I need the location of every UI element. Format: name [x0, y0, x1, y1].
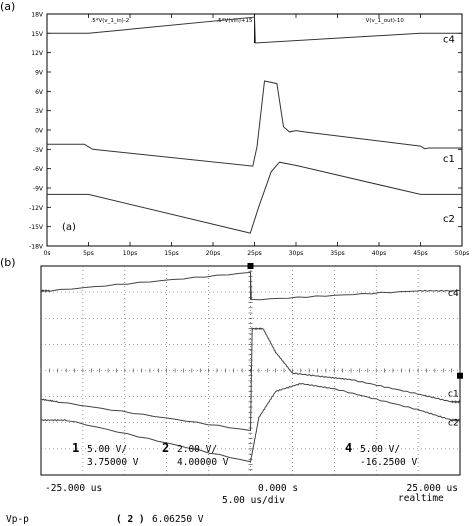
channel-offset-2: 4.00000 V: [177, 457, 229, 468]
series-label-c4: c4: [448, 289, 459, 299]
x-tick-label: 45ps: [413, 250, 428, 256]
measurement-value: 6.06250 V: [152, 514, 204, 525]
chart-b: c4 c1 c2 1 5.00 V/3.75000 V 2 2.00 V/4.00000 V…: [6, 263, 463, 525]
panel-a-label: (a): [0, 0, 16, 13]
y-tick-label: -9V: [33, 186, 44, 193]
timebase-readout: 5.00 us/div: [222, 495, 285, 506]
trigger-marker-top: [247, 263, 254, 269]
x-tick-label: 15ps: [164, 250, 179, 256]
y-tick-label: 15V: [31, 31, 44, 38]
x-tick-label: 50ps: [455, 250, 470, 256]
chart-a: 18V 15V 12V 9V 6V 3V 0V -3V -6V -9V -12V -15V -18V0s…: [29, 12, 470, 257]
series-label-c1: c1: [443, 154, 455, 165]
channel-scale-1: 5.00 V/: [87, 444, 127, 455]
probe-label: .5*V(v_1_in)-2: [91, 18, 130, 24]
channel-scale-4: 5.00 V/: [360, 444, 400, 455]
probe-label: .5*V(vin)+15: [217, 18, 253, 24]
channel-number-4: 4: [345, 441, 352, 455]
x-tick-label: 30ps: [289, 250, 304, 256]
series-line-c2: [47, 161, 462, 234]
y-tick-label: 3V: [35, 108, 44, 115]
y-tick-label: 18V: [31, 12, 44, 19]
x-tick-label: 0s: [44, 250, 51, 256]
series-line-c1: [47, 80, 462, 167]
channel-offset-4: -16.2500 V: [360, 457, 417, 468]
series-label-c2: c2: [443, 214, 455, 225]
series-label-c1: c1: [448, 390, 459, 400]
x-label-center: 0.000 s: [258, 483, 298, 494]
channel-scale-2: 2.00 V/: [177, 444, 217, 455]
y-tick-label: -12V: [29, 205, 44, 212]
level-marker-right: [457, 372, 463, 379]
x-tick-label: 5ps: [83, 250, 94, 256]
x-tick-label: 35ps: [330, 250, 345, 256]
y-tick-label: 6V: [35, 89, 44, 96]
x-label-right: 25.000 us: [407, 483, 458, 494]
probe-label: V(v_1_out)-10: [366, 18, 405, 24]
y-tick-label: 12V: [31, 50, 44, 57]
x-tick-label: 25ps: [247, 250, 262, 256]
plot-area-a: [46, 13, 463, 247]
x-tick-label: 40ps: [372, 250, 387, 256]
channel-number-1: 1: [72, 441, 79, 455]
x-label-left: -25.000 us: [45, 483, 102, 494]
series-line-c1: [41, 326, 461, 432]
series-line-c4: [47, 15, 462, 44]
inset-label: (a): [62, 222, 76, 233]
y-tick-label: -3V: [33, 147, 44, 154]
y-tick-label: -6V: [33, 166, 44, 173]
series-line-c4: [40, 271, 461, 301]
series-line-c2: [40, 382, 461, 463]
series-label-c2: c2: [448, 418, 459, 428]
series-label-c4: c4: [443, 34, 455, 45]
x-tick-label: 20ps: [206, 250, 221, 256]
y-tick-label: 9V: [35, 70, 44, 77]
channel-offset-1: 3.75000 V: [87, 457, 139, 468]
y-tick-label: -15V: [29, 224, 44, 231]
y-tick-label: 0V: [35, 128, 44, 135]
panel-b-label: (b): [0, 256, 16, 269]
x-tick-label: 10ps: [123, 250, 138, 256]
measurement-label: Vp-p: [6, 514, 29, 525]
measurement-channel: ( 2 ): [116, 514, 145, 525]
y-tick-label: -18V: [29, 244, 44, 251]
channel-number-2: 2: [162, 441, 169, 455]
mode-readout: realtime: [398, 493, 444, 504]
